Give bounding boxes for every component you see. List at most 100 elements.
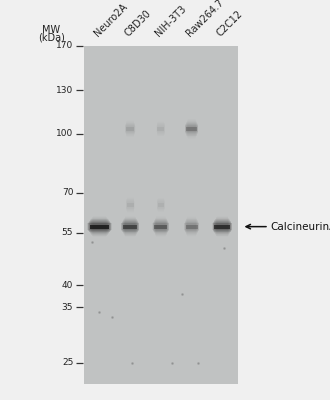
Bar: [158, 120, 164, 138]
Bar: [90, 220, 109, 233]
Bar: [186, 127, 197, 131]
Bar: [157, 199, 164, 211]
Bar: [153, 221, 168, 232]
Bar: [158, 120, 164, 137]
Bar: [127, 196, 133, 214]
Bar: [186, 219, 197, 234]
Bar: [185, 222, 198, 232]
Bar: [126, 127, 134, 131]
Bar: [127, 197, 133, 213]
Text: Neuro2A: Neuro2A: [92, 2, 129, 39]
Bar: [186, 220, 197, 234]
Bar: [125, 124, 135, 133]
Bar: [126, 200, 134, 210]
Bar: [91, 218, 108, 235]
Bar: [214, 221, 231, 232]
Bar: [185, 220, 198, 233]
Bar: [157, 124, 165, 134]
Bar: [158, 118, 163, 139]
Bar: [214, 220, 230, 233]
Bar: [156, 125, 165, 133]
Bar: [90, 224, 109, 229]
Bar: [186, 218, 197, 235]
Bar: [153, 222, 168, 232]
Bar: [127, 197, 134, 212]
Bar: [122, 221, 138, 232]
Bar: [84, 46, 238, 384]
Bar: [185, 221, 198, 232]
Bar: [124, 217, 136, 236]
Bar: [92, 217, 107, 236]
Bar: [154, 220, 168, 233]
Bar: [187, 120, 196, 137]
Bar: [126, 121, 134, 136]
Bar: [126, 200, 134, 210]
Bar: [213, 222, 232, 231]
Bar: [184, 222, 199, 231]
Bar: [91, 218, 108, 235]
Text: Raw264.7: Raw264.7: [184, 0, 226, 39]
Bar: [127, 120, 133, 138]
Bar: [122, 222, 139, 231]
Bar: [187, 217, 196, 236]
Bar: [215, 218, 229, 235]
Bar: [124, 218, 136, 236]
Bar: [157, 199, 164, 211]
Text: (kDa): (kDa): [38, 32, 65, 42]
Bar: [214, 220, 230, 233]
Bar: [127, 196, 133, 214]
Bar: [154, 221, 168, 232]
Bar: [123, 220, 137, 234]
Bar: [186, 123, 197, 135]
Bar: [212, 224, 232, 230]
Bar: [158, 198, 164, 212]
Bar: [90, 220, 109, 234]
Bar: [127, 198, 134, 212]
Bar: [123, 220, 138, 233]
Bar: [184, 224, 199, 230]
Text: 40: 40: [62, 281, 73, 290]
Bar: [92, 217, 107, 236]
Bar: [213, 222, 231, 231]
Bar: [158, 195, 163, 215]
Text: 55: 55: [62, 228, 73, 237]
Bar: [185, 124, 198, 134]
Bar: [127, 196, 133, 214]
Bar: [156, 217, 166, 236]
Bar: [126, 199, 134, 211]
Bar: [188, 118, 195, 140]
Bar: [185, 224, 198, 229]
Bar: [128, 195, 133, 215]
Bar: [157, 203, 164, 207]
Bar: [90, 220, 109, 233]
Text: 25: 25: [62, 358, 73, 367]
Bar: [89, 221, 110, 232]
Bar: [126, 122, 134, 136]
Bar: [88, 222, 111, 231]
Bar: [215, 220, 230, 234]
Bar: [185, 125, 198, 133]
Bar: [213, 223, 232, 230]
Bar: [124, 218, 136, 235]
Bar: [154, 220, 167, 234]
Bar: [125, 124, 135, 134]
Bar: [157, 122, 164, 136]
Bar: [159, 194, 163, 216]
Bar: [93, 216, 106, 237]
Bar: [187, 216, 196, 237]
Bar: [128, 194, 133, 216]
Bar: [214, 222, 231, 232]
Bar: [157, 124, 165, 133]
Bar: [216, 217, 228, 236]
Bar: [158, 119, 164, 139]
Bar: [88, 222, 111, 231]
Bar: [155, 219, 167, 234]
Bar: [122, 222, 138, 232]
Bar: [91, 219, 108, 234]
Bar: [158, 118, 163, 140]
Bar: [127, 203, 134, 207]
Bar: [186, 122, 197, 135]
Bar: [153, 222, 169, 231]
Bar: [185, 125, 198, 132]
Bar: [157, 122, 165, 135]
